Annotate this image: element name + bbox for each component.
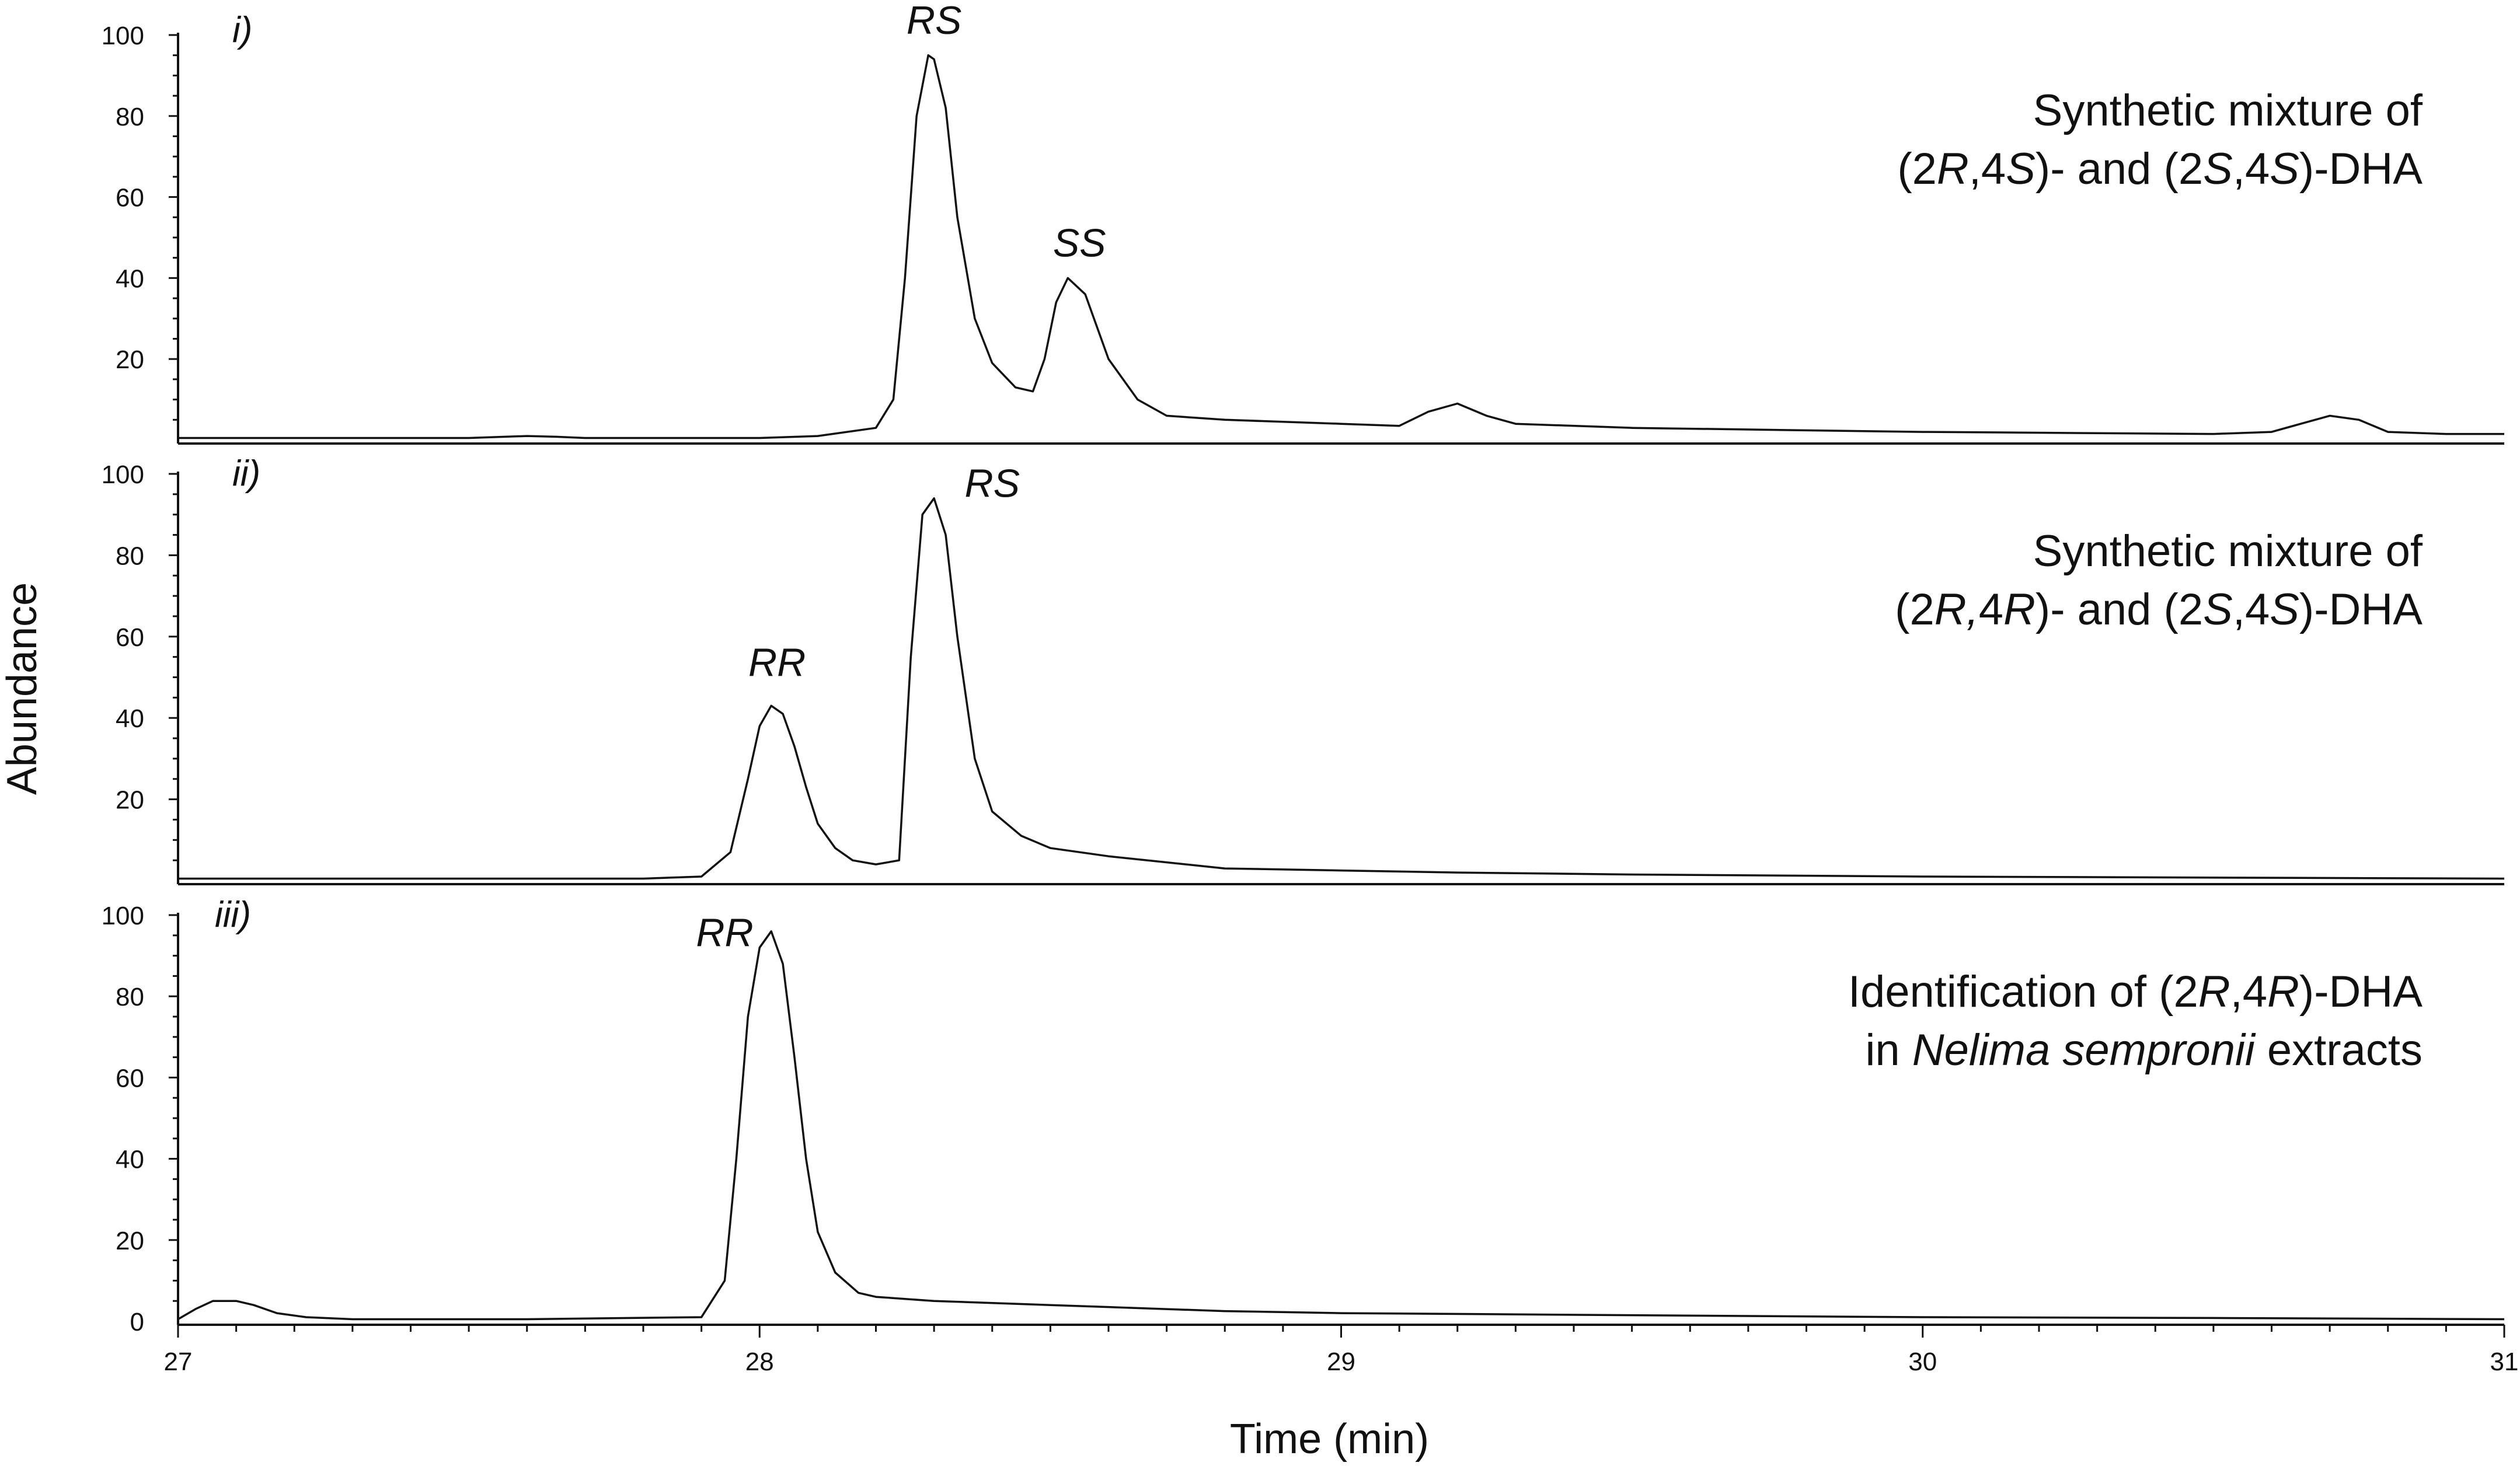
description-segment: Identification of (2 [1848, 967, 2198, 1017]
x-tick-label: 27 [164, 1348, 193, 1376]
description-segment: )- and (2 [2035, 585, 2203, 634]
panel-description-line: Synthetic mixture of [2033, 86, 2423, 135]
panel-description-line: Identification of (2R,4R)-DHA [1848, 967, 2423, 1017]
peak-label-rs: RS [965, 462, 1020, 506]
description-segment: )-DHA [2299, 144, 2423, 194]
description-segment: Synthetic mixture of [2033, 86, 2423, 135]
description-segment: R, [1935, 585, 1979, 634]
description-segment: (2 [1897, 144, 1937, 194]
y-tick-label: 80 [116, 983, 144, 1011]
y-tick-label: 0 [130, 1308, 144, 1336]
y-tick-label: 80 [116, 542, 144, 570]
peak-label-rr: RR [696, 911, 753, 955]
chromatogram-trace-panel-3 [177, 930, 2505, 1321]
description-segment: extracts [2255, 1025, 2423, 1075]
y-tick-label: 100 [102, 22, 144, 50]
description-segment: Synthetic mixture of [2033, 526, 2423, 576]
description-segment: 4 [1979, 585, 2003, 634]
y-tick-label: 60 [116, 1064, 144, 1092]
panel-description-line: in Nelima sempronii extracts [1865, 1025, 2423, 1075]
description-segment: R [2198, 967, 2230, 1017]
description-segment: )-DHA [2299, 585, 2423, 634]
panel-label: iii) [215, 895, 251, 935]
description-segment: Nelima sempronii [1912, 1025, 2256, 1075]
chromatogram-trace-panel-2 [178, 497, 2505, 880]
y-tick-label: 20 [116, 1227, 144, 1255]
description-segment: )-DHA [2299, 967, 2423, 1017]
y-axis-title: Abundance [0, 582, 46, 795]
description-segment: )- and (2 [2035, 144, 2203, 194]
y-tick-label: 40 [116, 1146, 144, 1174]
description-segment: R [1937, 144, 1969, 194]
peak-label-rs: RS [907, 0, 961, 43]
peak-label-ss: SS [1053, 221, 1106, 265]
y-tick-label: 40 [116, 264, 144, 293]
x-axis-title: Time (min) [1230, 1416, 1429, 1462]
y-tick-label: 60 [116, 623, 144, 652]
y-tick-label: 100 [102, 902, 144, 930]
panel-label: ii) [232, 453, 260, 494]
x-tick-label: 30 [1908, 1348, 1937, 1376]
y-tick-label: 20 [116, 345, 144, 374]
panel-label: i) [232, 10, 252, 50]
y-tick-label: 60 [116, 184, 144, 212]
description-segment: ,4 [2230, 967, 2267, 1017]
peak-label-rr: RR [748, 640, 806, 685]
description-segment: R [2003, 585, 2035, 634]
description-segment: ,4 [2233, 585, 2270, 634]
x-tick-label: 31 [2490, 1348, 2519, 1376]
panel-description-line: (2R,4R)- and (2S,4S)-DHA [1895, 585, 2423, 634]
x-tick-label: 29 [1327, 1348, 1355, 1376]
y-tick-label: 100 [102, 460, 144, 489]
chromatogram-trace-panel-1 [178, 54, 2504, 439]
description-segment: S [2203, 585, 2233, 634]
description-segment: S [2270, 585, 2299, 634]
panel-description-line: Synthetic mixture of [2033, 526, 2423, 576]
y-tick-label: 20 [116, 786, 144, 815]
description-segment: S [2203, 144, 2233, 194]
description-segment: R [2267, 967, 2299, 1017]
description-segment: (2 [1895, 585, 1935, 634]
description-segment: ,4 [2233, 144, 2270, 194]
x-tick-label: 28 [745, 1348, 774, 1376]
description-segment: ,4 [1969, 144, 2006, 194]
y-tick-label: 80 [116, 103, 144, 131]
panel-description-line: (2R,4S)- and (2S,4S)-DHA [1897, 144, 2423, 194]
description-segment: S [2270, 144, 2299, 194]
description-segment: in [1865, 1025, 1912, 1075]
description-segment: S [2006, 144, 2035, 194]
y-tick-label: 40 [116, 704, 144, 733]
